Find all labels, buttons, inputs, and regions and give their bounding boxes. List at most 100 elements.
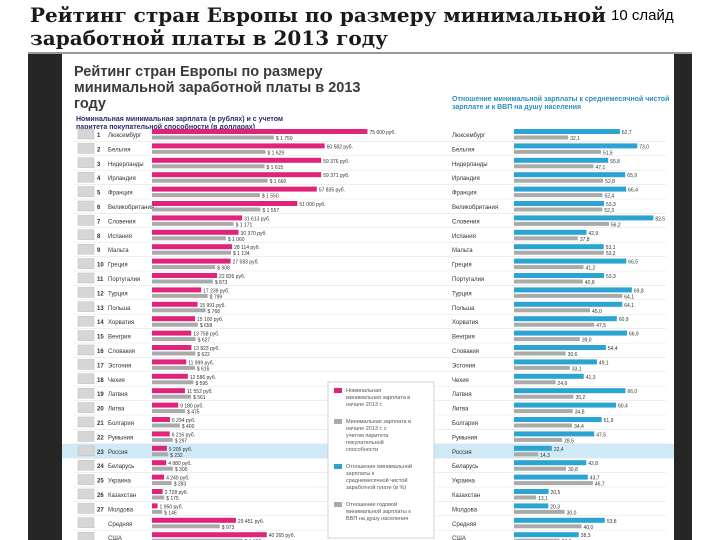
usd-bar: [152, 409, 186, 414]
usd-value-label: $ 873: [215, 280, 228, 286]
usd-value-label: $ 1 557: [262, 208, 279, 214]
usd-value-label: $ 799: [210, 294, 223, 300]
ratio-gdp-label: 13,1: [538, 496, 548, 502]
ratio-wage-bar: [514, 201, 605, 206]
rank-number: 21: [97, 421, 104, 427]
rub-value-label: 31 613 руб.: [244, 216, 270, 222]
usd-bar: [152, 135, 274, 140]
ratio-wage-label: 73,0: [639, 144, 649, 150]
rub-bar: [152, 431, 170, 437]
left-column-header: Номинальная минимальная зарплата (в рубл…: [76, 115, 283, 123]
usd-value-label: $ 561: [193, 395, 206, 401]
usd-bar: [152, 265, 216, 270]
ratio-wage-bar: [514, 157, 609, 163]
country-flag-icon: [77, 373, 95, 385]
ratio-gdp-label: 51,5: [603, 150, 613, 156]
ratio-gdp-label: 53,2: [606, 251, 616, 257]
country-label: Чехия: [108, 378, 125, 384]
ratio-wage-label: 60,9: [619, 317, 629, 323]
ratio-country-label: Турция: [452, 291, 472, 297]
usd-bar: [152, 279, 213, 284]
ratio-wage-bar: [514, 258, 627, 264]
legend-label: начале 2013 г. с: [346, 426, 387, 432]
rank-number: 8: [97, 234, 101, 240]
rank-number: 19: [97, 392, 104, 398]
rub-bar: [152, 460, 167, 466]
country-label: Литва: [108, 407, 125, 413]
rub-value-label: 4 980 руб.: [168, 461, 191, 467]
rank-number: 9: [97, 248, 101, 254]
left-column-header: паритета покупательной способности (в до…: [76, 123, 255, 131]
ratio-wage-label: 55,8: [610, 159, 620, 165]
rub-bar: [152, 517, 236, 523]
ratio-country-label: Чехия: [452, 378, 469, 384]
slide-number: 10 слайд: [611, 7, 674, 24]
rank-number: 3: [97, 162, 101, 168]
country-label: Казахстан: [108, 493, 136, 499]
ratio-country-label: Литва: [452, 407, 469, 413]
usd-bar: [152, 495, 165, 500]
country-flag-icon: [77, 301, 95, 313]
ratio-wage-bar: [514, 417, 602, 422]
country-flag-icon: [77, 431, 95, 442]
rank-number: 1: [97, 133, 101, 139]
ratio-wage-bar: [514, 445, 552, 451]
legend-swatch: [334, 502, 342, 507]
usd-value-label: $ 627: [198, 338, 211, 344]
ratio-wage-bar: [514, 402, 617, 408]
usd-value-label: $ 595: [195, 381, 208, 387]
legend-label: Отношение годовой: [346, 501, 397, 508]
rub-bar: [152, 287, 202, 293]
country-label: США: [108, 536, 122, 540]
ratio-gdp-bar: [514, 466, 567, 471]
left-dark-margin: [28, 54, 62, 540]
ratio-gdp-bar: [514, 164, 594, 169]
rub-value-label: 29 451 руб.: [238, 519, 264, 525]
ratio-gdp-bar: [514, 265, 584, 270]
country-flag-icon: [77, 215, 95, 226]
rub-value-label: 6 216 руб.: [172, 432, 195, 438]
ratio-gdp-bar: [514, 524, 582, 529]
ratio-gdp-label: 56,2: [611, 222, 621, 228]
rank-number: 24: [97, 464, 104, 470]
ratio-wage-bar: [514, 532, 579, 538]
ratio-gdp-bar: [514, 221, 609, 226]
ratio-country-label: Мальта: [452, 248, 473, 254]
country-label: Люксембург: [108, 133, 142, 139]
ratio-country-label: Эстония: [452, 363, 475, 369]
ratio-country-label: Португалия: [452, 277, 484, 283]
ratio-wage-label: 42,8: [588, 461, 598, 467]
country-flag-icon: [77, 359, 95, 370]
rub-value-label: 59 371 руб.: [323, 173, 349, 179]
ratio-wage-bar: [514, 229, 587, 235]
country-flag-icon: [77, 531, 95, 540]
country-label: Турция: [108, 291, 128, 297]
rub-bar: [152, 129, 368, 134]
usd-value-label: $ 622: [197, 352, 210, 358]
chart-title: минимальной заработной платы в 2013: [74, 80, 360, 96]
country-label: Болгария: [108, 421, 134, 427]
ratio-country-label: Греция: [452, 263, 472, 269]
rub-value-label: 3 728 руб.: [165, 490, 188, 496]
ratio-wage-bar: [514, 244, 604, 250]
country-label: Мальта: [108, 248, 129, 254]
country-flag-icon: [77, 488, 95, 500]
country-flag-icon: [77, 387, 95, 399]
ratio-gdp-label: 40,0: [584, 525, 594, 531]
rub-value-label: 60 582 руб.: [327, 144, 353, 150]
ratio-country-label: Бельгия: [452, 147, 475, 153]
rub-value-label: 12 586 руб.: [190, 375, 216, 381]
ratio-country-label: Испания: [452, 234, 476, 240]
ratio-gdp-bar: [514, 394, 574, 399]
ratio-gdp-label: 28,5: [564, 438, 574, 444]
rank-number: 14: [97, 320, 104, 326]
ratio-wage-label: 22,4: [554, 447, 564, 453]
ratio-wage-label: 53,3: [606, 274, 616, 280]
usd-value-label: $ 658: [200, 323, 213, 329]
usd-value-label: $ 1 060: [228, 237, 245, 243]
rub-bar: [152, 201, 298, 206]
ratio-country-label: Средняя: [452, 522, 476, 528]
rub-bar: [152, 345, 192, 350]
usd-value-label: $ 1 629: [267, 150, 284, 156]
right-dark-margin: [674, 54, 692, 540]
